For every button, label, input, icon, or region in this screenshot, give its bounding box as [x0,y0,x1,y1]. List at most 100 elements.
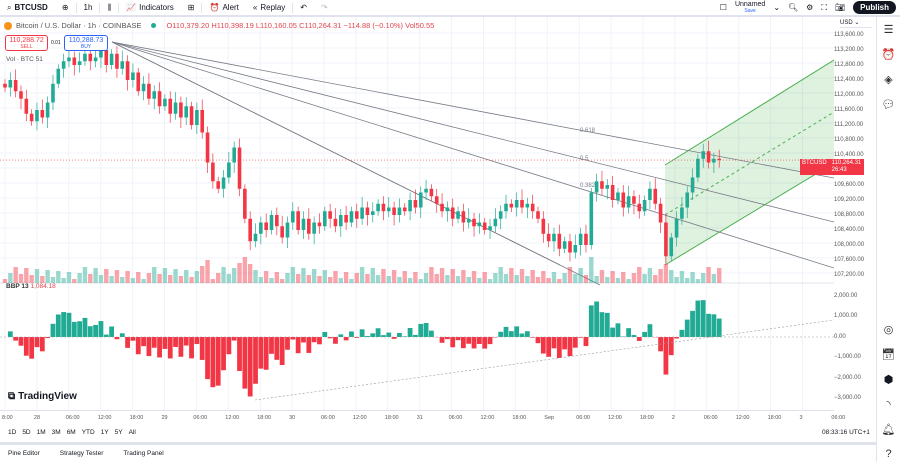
volume-bar [136,272,141,283]
alert-button[interactable]: ⏰ Alert [209,3,239,12]
templates-button[interactable]: ⊞ [181,0,202,16]
bbp-bar [498,331,504,337]
sell-button[interactable]: 110,288.72 SELL [5,35,48,51]
volume-bar [194,271,200,283]
bbp-bar [572,337,578,348]
candle [195,110,199,125]
volume-bar [525,276,530,283]
compare-button[interactable]: ⊕ [55,0,76,16]
range-ytd[interactable]: YTD [81,429,95,436]
ideas-icon[interactable]: ◎ [883,324,894,336]
layout-checkbox-icon[interactable]: ☐ [719,3,727,12]
candle [35,110,39,122]
volume-bar [434,274,439,283]
price-tick: 110,400.00 [834,151,864,158]
calendar-icon[interactable]: 📅︎ [881,349,896,361]
volume-bar [162,268,168,283]
volume-bar [338,278,343,283]
candle [24,98,29,114]
layout-name[interactable]: Unnamed Save [734,0,766,14]
quick-search-icon[interactable]: 🔍︎ [788,3,799,12]
volume-bar [381,269,386,283]
volume-bar [375,275,381,283]
watchlist-icon[interactable]: ☰ [883,24,894,36]
bbp-bar [562,337,568,350]
volume-bar [285,273,290,283]
time-axis[interactable]: 8:00 28 06:00 12:00 18:00 29 06:00 12:00 18:00 30… [0,410,845,424]
volume-bar [583,275,589,283]
redo-button[interactable]: ↷ [320,3,328,12]
bbp-bar [695,300,701,337]
indicators-button[interactable]: 📈 Indicators [126,3,174,12]
replay-icon: « [252,3,258,12]
range-all[interactable]: All [128,429,136,436]
range-1d[interactable]: 1D [8,429,17,436]
volume-bar [386,276,391,283]
bbp-bar [50,323,56,337]
candle [296,211,300,230]
volume-bar [226,274,232,283]
price-tick: 111,200.00 [834,121,864,128]
tab-trading-panel[interactable]: Trading Panel [123,450,164,457]
bbp-bar [391,337,397,339]
chart-legend: Bitcoin / U.S. Dollar · 1h · COINBASE O1… [4,21,434,30]
buy-button[interactable]: 110,288.73 BUY [64,35,108,51]
help-icon[interactable]: ? [885,448,892,460]
price-tick: 112,400.00 [834,76,864,83]
apps-icon[interactable]: ⬢ [883,374,894,386]
bbp-bar [476,337,482,344]
volume-bar [498,267,503,283]
bbp-bar [684,319,690,337]
interval-button[interactable]: 1h [83,3,93,12]
clock[interactable]: 08:33:16 UTC+1 [822,429,870,436]
range-5d[interactable]: 5D [22,429,31,436]
volume-bar [290,267,296,283]
range-6m[interactable]: 6M [66,429,76,436]
range-1m[interactable]: 1M [36,429,46,436]
candle [109,53,114,65]
range-1y[interactable]: 1Y [100,429,109,436]
bbp-bar [173,337,178,347]
volume-bar [562,273,567,283]
tab-strategy-tester[interactable]: Strategy Tester [59,450,104,457]
chart-type-button[interactable]: ⫼ [100,0,118,16]
publish-button[interactable]: Publish [853,1,896,14]
tab-pine-editor[interactable]: Pine Editor [8,450,40,457]
candle [504,203,508,212]
candle [696,158,700,178]
volume-bar [423,273,429,283]
volume-bar [306,275,312,283]
candle [280,226,284,238]
fib-fan-line [111,41,834,269]
indicators-icon: 📈 [126,3,137,12]
alarm-clock-icon[interactable]: ⏰ [881,49,896,61]
bbp-bar [215,337,221,386]
volume-bar [114,270,120,283]
notifications-icon[interactable]: 🔔︎ [881,424,896,436]
volume-bar [690,272,695,283]
settings-icon[interactable]: ⚙ [806,3,814,12]
camera-icon[interactable]: 📷︎ [834,3,846,12]
chevron-down-icon[interactable]: ⌄ [773,3,781,12]
symbol-search[interactable]: ⌕ BTCUSD [7,2,48,13]
volume-bar [82,267,88,283]
chart-canvas[interactable]: 0.618 0.5 0.382 [0,17,834,410]
currency-select[interactable]: USD ⌄ [840,19,872,28]
bbp-bar [466,337,472,344]
candle [51,83,55,103]
layers-icon[interactable]: ◈ [884,74,893,86]
range-5y[interactable]: 5Y [114,429,123,436]
volume-bar [40,276,45,283]
candle [99,50,103,58]
chat-icon[interactable]: 💬︎ [881,99,896,111]
replay-button[interactable]: «Replay [252,3,286,12]
feed-icon[interactable]: ◝ [886,399,891,411]
fullscreen-icon[interactable]: ⛶ [821,2,827,12]
bbp-tick: 0.00 [834,333,846,340]
candle [690,177,695,193]
bbp-bar [583,337,589,347]
candle [312,222,316,234]
range-3m[interactable]: 3M [51,429,61,436]
bbp-bar [578,337,584,338]
undo-button[interactable]: ↶ [300,3,307,12]
